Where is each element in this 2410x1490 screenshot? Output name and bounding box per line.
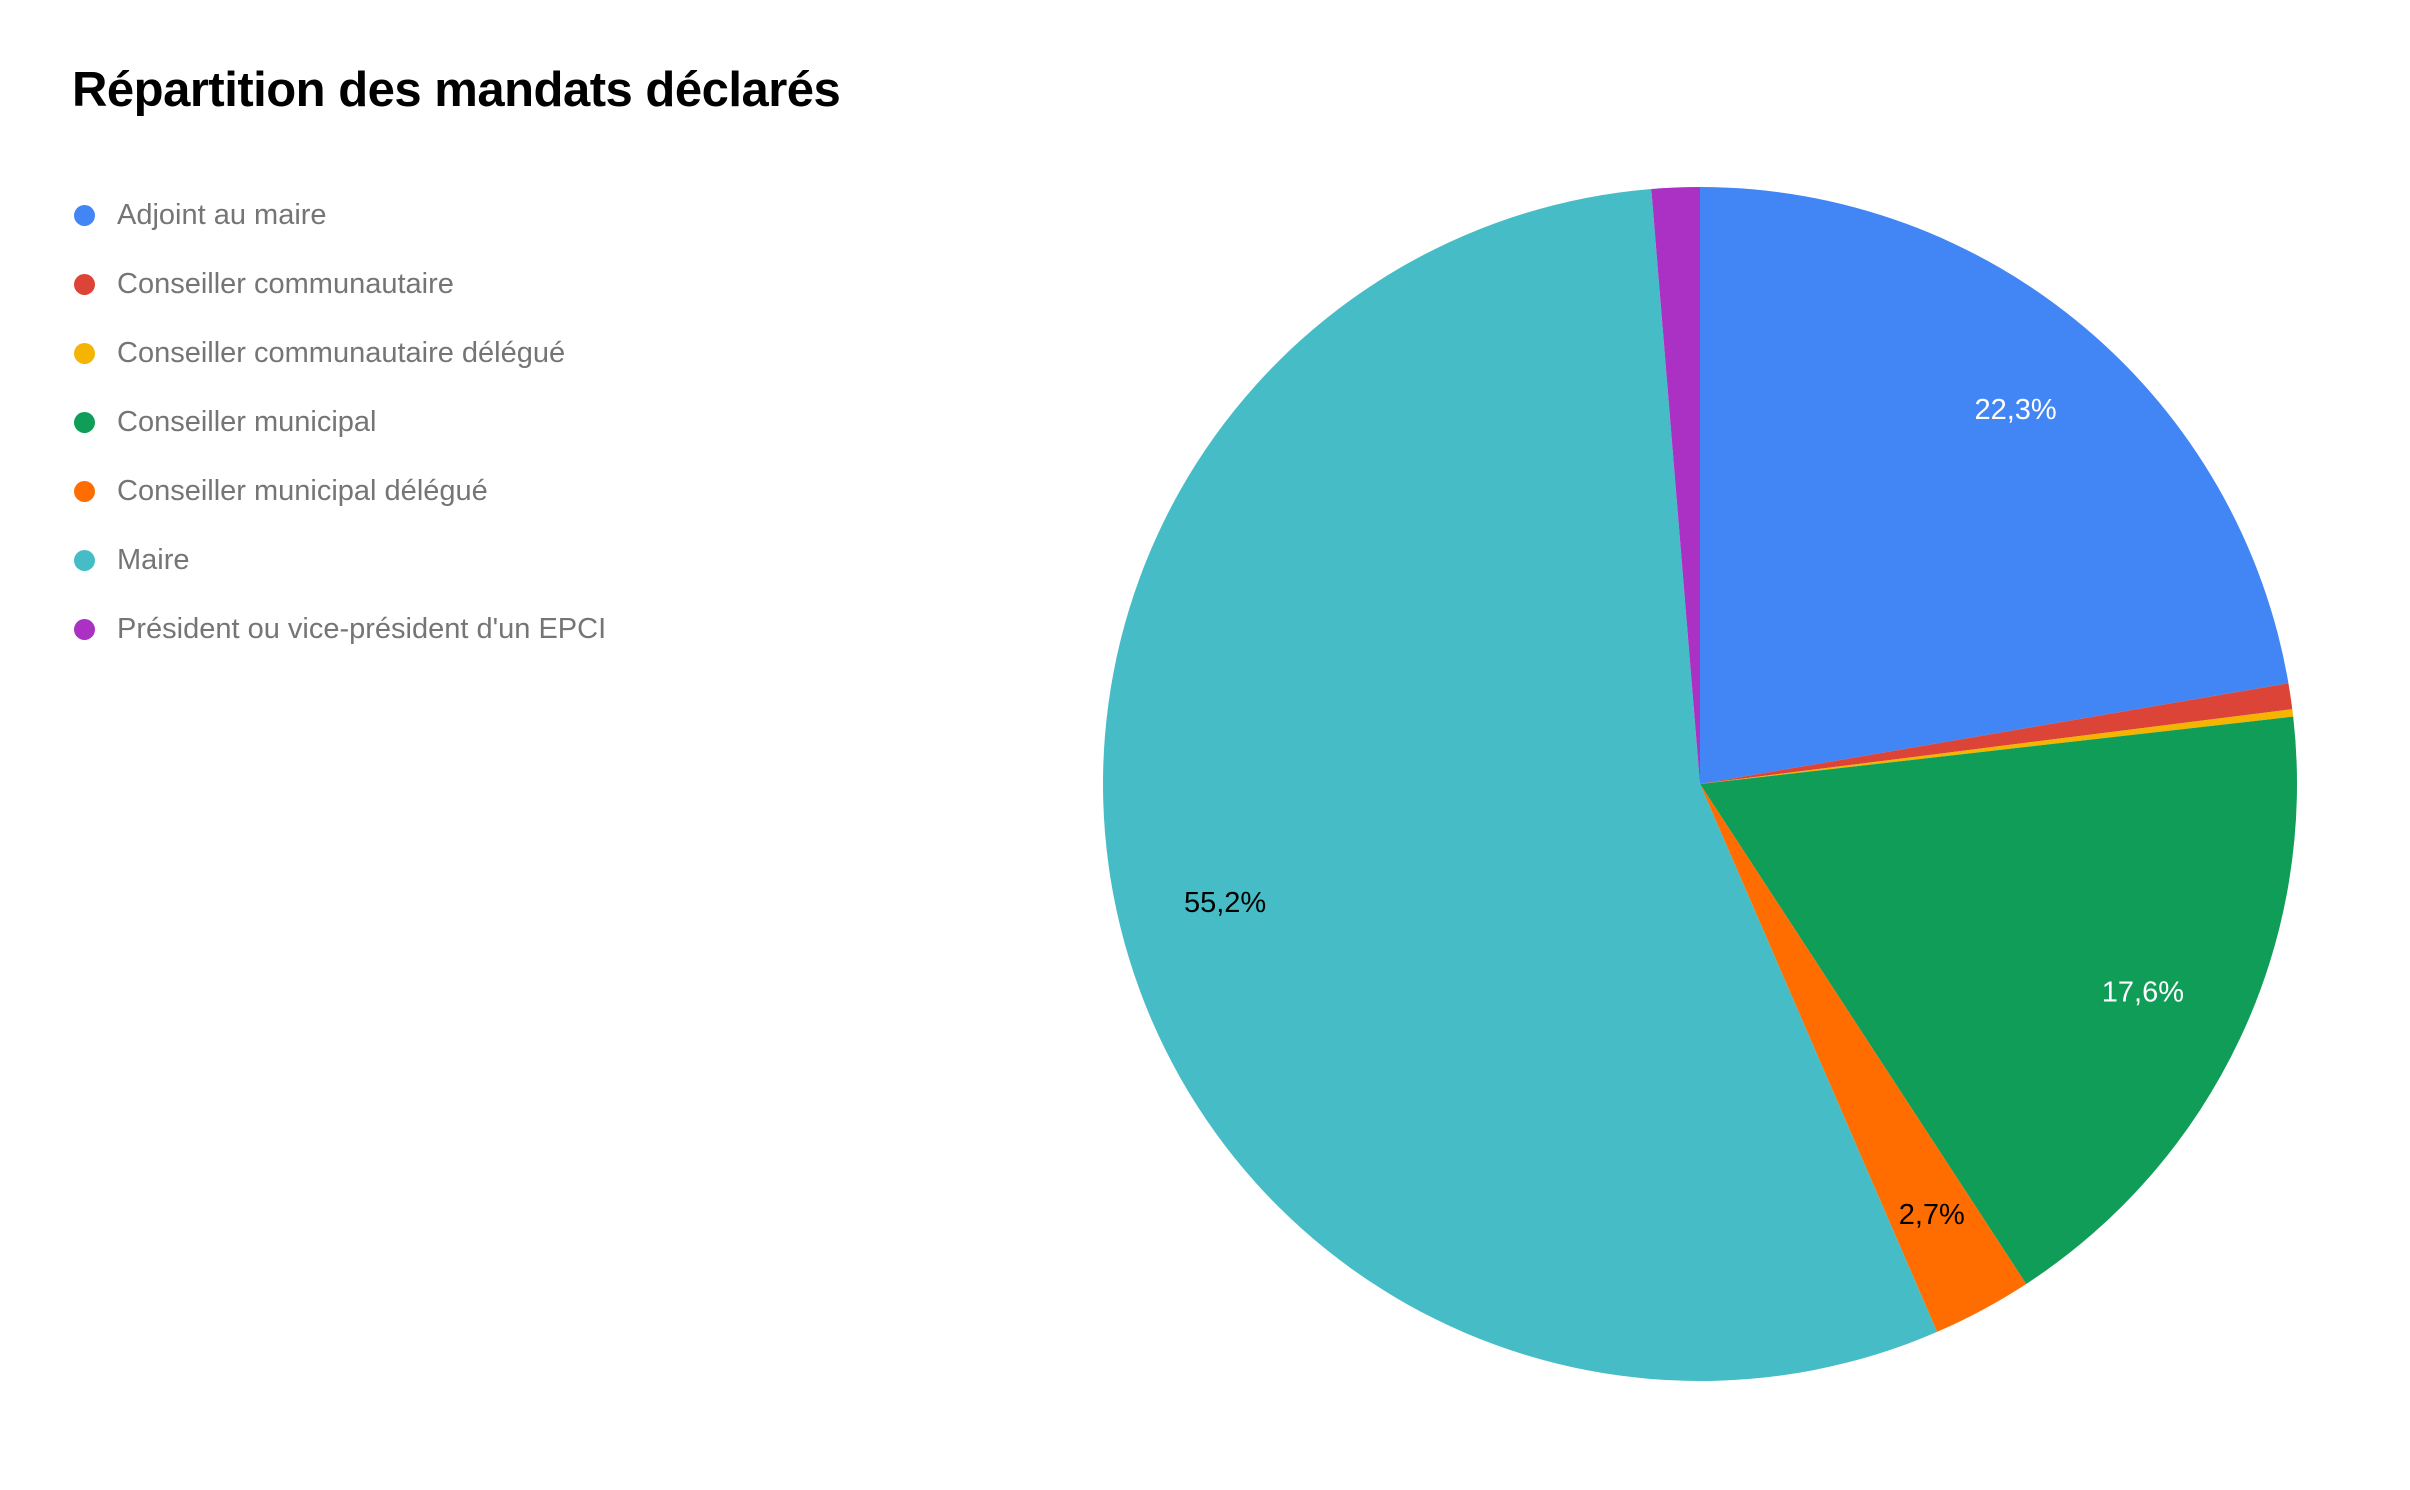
- legend-label: Conseiller municipal: [117, 406, 377, 438]
- pie-slice-conseiller-communautaire[interactable]: [1700, 683, 2293, 784]
- pie-slice-adjoint-au-maire[interactable]: [1700, 187, 2289, 784]
- slice-label-adjoint-au-maire: 22,3%: [1974, 394, 2056, 426]
- legend-swatch-adjoint-au-maire: [74, 205, 95, 226]
- legend-item-conseiller-municipal[interactable]: Conseiller municipal: [74, 388, 606, 457]
- legend-swatch-maire: [74, 550, 95, 571]
- pie-slice-conseiller-municipal[interactable]: [1700, 716, 2298, 1284]
- legend-label: Conseiller municipal délégué: [117, 475, 488, 507]
- legend-swatch-conseiller-communautaire: [74, 274, 95, 295]
- legend-item-president-ou-vice-president-d-un-epci[interactable]: Président ou vice-président d'un EPCI: [74, 595, 606, 664]
- chart-title: Répartition des mandats déclarés: [72, 63, 841, 117]
- legend-item-adjoint-au-maire[interactable]: Adjoint au maire: [74, 181, 606, 250]
- legend-swatch-conseiller-communautaire-delegue: [74, 343, 95, 364]
- slice-label-maire: 55,2%: [1184, 887, 1266, 919]
- legend-label: Maire: [117, 544, 190, 576]
- legend-label: Adjoint au maire: [117, 199, 327, 231]
- legend-label: Conseiller communautaire: [117, 268, 454, 300]
- pie-slice-maire[interactable]: [1103, 188, 1938, 1381]
- slice-label-conseiller-municipal-delegue: 2,7%: [1899, 1199, 1965, 1231]
- legend-item-conseiller-communautaire[interactable]: Conseiller communautaire: [74, 250, 606, 319]
- legend-swatch-president-ou-vice-president-d-un-epci: [74, 619, 95, 640]
- legend-item-conseiller-communautaire-delegue[interactable]: Conseiller communautaire délégué: [74, 319, 606, 388]
- pie-slice-president-ou-vice-president-d-un-epci[interactable]: [1651, 187, 1700, 784]
- legend-swatch-conseiller-municipal: [74, 412, 95, 433]
- legend: Adjoint au maire Conseiller communautaire…: [74, 181, 606, 664]
- pie-slice-conseiller-municipal-delegue[interactable]: [1700, 784, 2027, 1332]
- legend-item-conseiller-municipal-delegue[interactable]: Conseiller municipal délégué: [74, 457, 606, 526]
- pie-slice-conseiller-communautaire-delegue[interactable]: [1700, 709, 2294, 784]
- slice-label-conseiller-municipal: 17,6%: [2102, 976, 2184, 1008]
- legend-label: Conseiller communautaire délégué: [117, 337, 566, 369]
- legend-swatch-conseiller-municipal-delegue: [74, 481, 95, 502]
- legend-label: Président ou vice-président d'un EPCI: [117, 613, 607, 645]
- legend-item-maire[interactable]: Maire: [74, 526, 606, 595]
